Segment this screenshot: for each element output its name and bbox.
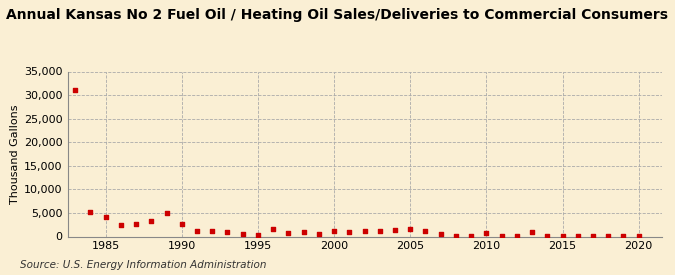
Point <box>512 234 522 238</box>
Point <box>161 211 172 216</box>
Point <box>283 231 294 235</box>
Point <box>587 233 598 238</box>
Point <box>466 233 477 238</box>
Point <box>405 227 416 232</box>
Point <box>557 234 568 238</box>
Point <box>496 234 507 238</box>
Point <box>450 234 461 238</box>
Point <box>344 230 354 235</box>
Point <box>572 233 583 238</box>
Point <box>70 88 80 93</box>
Point <box>176 222 187 226</box>
Y-axis label: Thousand Gallons: Thousand Gallons <box>10 104 20 204</box>
Point <box>375 229 385 233</box>
Point <box>359 229 370 233</box>
Point <box>298 230 309 235</box>
Point <box>481 230 492 235</box>
Point <box>207 229 217 233</box>
Point <box>100 215 111 219</box>
Point <box>542 234 553 238</box>
Text: Annual Kansas No 2 Fuel Oil / Heating Oil Sales/Deliveries to Commercial Consume: Annual Kansas No 2 Fuel Oil / Heating Oi… <box>7 8 668 22</box>
Text: Source: U.S. Energy Information Administration: Source: U.S. Energy Information Administ… <box>20 260 267 270</box>
Point <box>268 227 279 232</box>
Point <box>420 229 431 233</box>
Point <box>526 230 537 235</box>
Point <box>389 228 400 233</box>
Point <box>222 230 233 235</box>
Point <box>603 234 614 238</box>
Point <box>252 233 263 237</box>
Point <box>146 219 157 223</box>
Point <box>329 229 340 233</box>
Point <box>633 234 644 238</box>
Point <box>435 232 446 236</box>
Point <box>313 232 324 236</box>
Point <box>237 232 248 236</box>
Point <box>115 222 126 227</box>
Point <box>131 222 142 226</box>
Point <box>192 229 202 233</box>
Point <box>618 234 629 238</box>
Point <box>85 210 96 214</box>
